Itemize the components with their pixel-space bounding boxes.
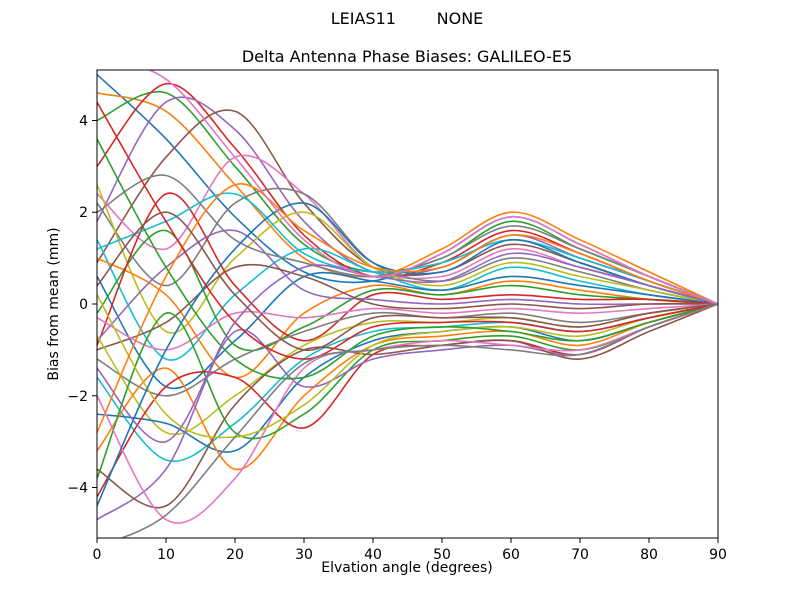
x-tick-label: 0 (93, 547, 102, 563)
series-line (97, 271, 718, 390)
series-line (97, 257, 718, 379)
series-line (97, 303, 718, 509)
series-line (97, 252, 718, 443)
series-line (97, 239, 718, 361)
x-tick-label: 90 (709, 547, 727, 563)
chart-title: Delta Antenna Phase Biases: GALILEO-E5 (242, 47, 572, 66)
y-tick-label: 0 (79, 297, 88, 313)
axes-group: 0 10 20 30 40 50 60 70 80 90 −4 −2 0 2 4 (67, 69, 727, 563)
x-tick-label: 80 (640, 547, 658, 563)
x-axis-label: Elvation angle (degrees) (321, 560, 492, 576)
y-tick-label: 2 (79, 205, 88, 221)
series-group (97, 70, 718, 538)
series-line (97, 187, 718, 305)
x-tick-label: 10 (157, 547, 175, 563)
series-line (119, 303, 718, 538)
series-line (97, 294, 718, 439)
y-tick-label: 4 (79, 113, 88, 129)
x-tick-label: 20 (226, 547, 244, 563)
series-line (97, 303, 718, 498)
x-tick-label: 40 (364, 547, 382, 563)
series-line (97, 101, 718, 360)
series-line (147, 70, 718, 305)
y-tick-label: −2 (67, 389, 88, 405)
suptitle: LEIAS11 NONE (331, 9, 484, 28)
series-line (97, 202, 718, 507)
series-line (97, 109, 718, 305)
series-line (97, 303, 718, 351)
x-tick-label: 70 (571, 547, 589, 563)
y-axis-label: Bias from mean (mm) (46, 227, 62, 380)
series-line (97, 211, 718, 351)
x-tick-label: 30 (295, 547, 313, 563)
x-tick-label: 60 (502, 547, 520, 563)
series-line (97, 303, 718, 397)
series-line (97, 138, 718, 380)
series-line (97, 229, 718, 342)
series-line (97, 182, 718, 433)
y-tick-label: −4 (67, 481, 88, 497)
series-line (97, 192, 718, 346)
x-tick-label: 50 (433, 547, 451, 563)
